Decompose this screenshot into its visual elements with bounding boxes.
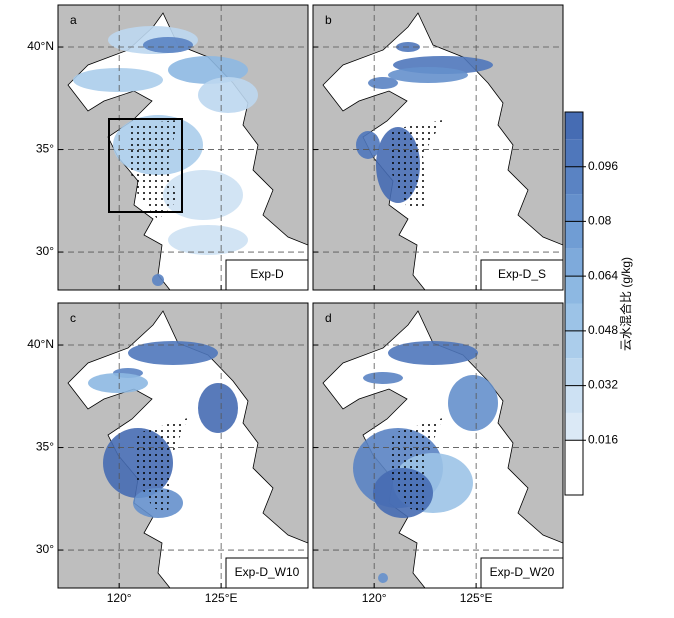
label-box xyxy=(480,259,564,291)
cloud-water-area xyxy=(198,77,258,113)
experiment-label: Exp-D_W10 xyxy=(235,565,300,579)
x-tick-label: 125°E xyxy=(205,591,238,605)
cloud-water-area xyxy=(363,372,403,384)
y-tick-label: 35° xyxy=(36,142,54,156)
colorbar-segment xyxy=(565,303,583,331)
frame xyxy=(312,302,564,589)
colorbar-segment xyxy=(565,139,583,167)
x-tick-label: 120° xyxy=(362,591,387,605)
colorbar-tick-label: 0.016 xyxy=(588,432,618,446)
label-box xyxy=(480,557,564,589)
significance-stipple xyxy=(388,120,443,210)
colorbar-segment xyxy=(565,358,583,386)
colorbar-segment xyxy=(565,248,583,277)
experiment-label: Exp-D_W20 xyxy=(490,565,555,579)
significance-stipple xyxy=(128,120,178,220)
frame xyxy=(57,4,309,291)
label-box xyxy=(225,259,309,291)
cloud-water-area xyxy=(73,68,163,92)
panel-letter: b xyxy=(325,13,332,27)
cloud-water-area xyxy=(168,225,248,255)
cloud-water-area xyxy=(152,274,164,286)
cloud-water-area xyxy=(368,77,398,89)
map-panel: 120° 125°E 40°N 35° 30° c Exp-D_W10 xyxy=(27,302,309,605)
x-tick-label: 120° xyxy=(107,591,132,605)
colorbar-tick-label: 0.08 xyxy=(588,214,612,228)
panel-letter: a xyxy=(70,13,77,27)
y-tick-label: 40°N xyxy=(27,39,54,53)
y-tick-label: 30° xyxy=(36,244,54,258)
colorbar-tick-label: 0.048 xyxy=(588,323,618,337)
colorbar-segment xyxy=(565,330,583,359)
colorbar-tick-label: 0.064 xyxy=(588,268,618,282)
map-content xyxy=(58,303,308,588)
colorbar-segment xyxy=(565,221,583,249)
y-tick-label: 35° xyxy=(36,440,54,454)
colorbar-segment xyxy=(565,194,583,222)
colorbar-segment xyxy=(565,166,583,195)
significance-stipple xyxy=(133,418,188,513)
cloud-water-area xyxy=(378,573,388,583)
map-panel: 40°N 35° 30° a Exp-D xyxy=(27,4,309,291)
map-content xyxy=(313,5,563,290)
map-panel: 120° 125°E d Exp-D_W20 xyxy=(312,302,564,605)
colorbar-tick-label: 0.032 xyxy=(588,378,618,392)
frame xyxy=(57,302,309,589)
cloud-water-area xyxy=(198,383,238,433)
colorbar-label: 云水混合比 (g/kg) xyxy=(618,257,633,351)
cloud-water-area xyxy=(143,37,193,53)
frame xyxy=(312,4,564,291)
cloud-water-area xyxy=(88,373,148,393)
cloud-water-area xyxy=(448,375,498,431)
map-content xyxy=(313,303,563,588)
colorbar-segment xyxy=(565,112,583,140)
colorbar-frame xyxy=(564,111,584,496)
colorbar-segment xyxy=(565,385,583,413)
colorbar-segment xyxy=(565,412,583,441)
cloud-water-area xyxy=(128,341,218,365)
experiment-label: Exp-D xyxy=(250,267,284,281)
y-tick-label: 40°N xyxy=(27,337,54,351)
panel-letter: c xyxy=(70,311,76,325)
colorbar-segment xyxy=(565,276,583,304)
significance-stipple xyxy=(388,418,443,513)
study-box xyxy=(108,118,183,213)
colorbar-tick-label: 0.096 xyxy=(588,159,618,173)
cloud-water-area xyxy=(388,67,468,83)
experiment-label: Exp-D_S xyxy=(498,267,546,281)
label-box xyxy=(225,557,309,589)
cloud-water-area xyxy=(388,341,478,365)
x-tick-label: 125°E xyxy=(460,591,493,605)
cloud-water-area xyxy=(356,131,380,159)
map-panel: b Exp-D_S xyxy=(312,4,564,291)
panel-letter: d xyxy=(325,311,332,325)
y-tick-label: 30° xyxy=(36,542,54,556)
